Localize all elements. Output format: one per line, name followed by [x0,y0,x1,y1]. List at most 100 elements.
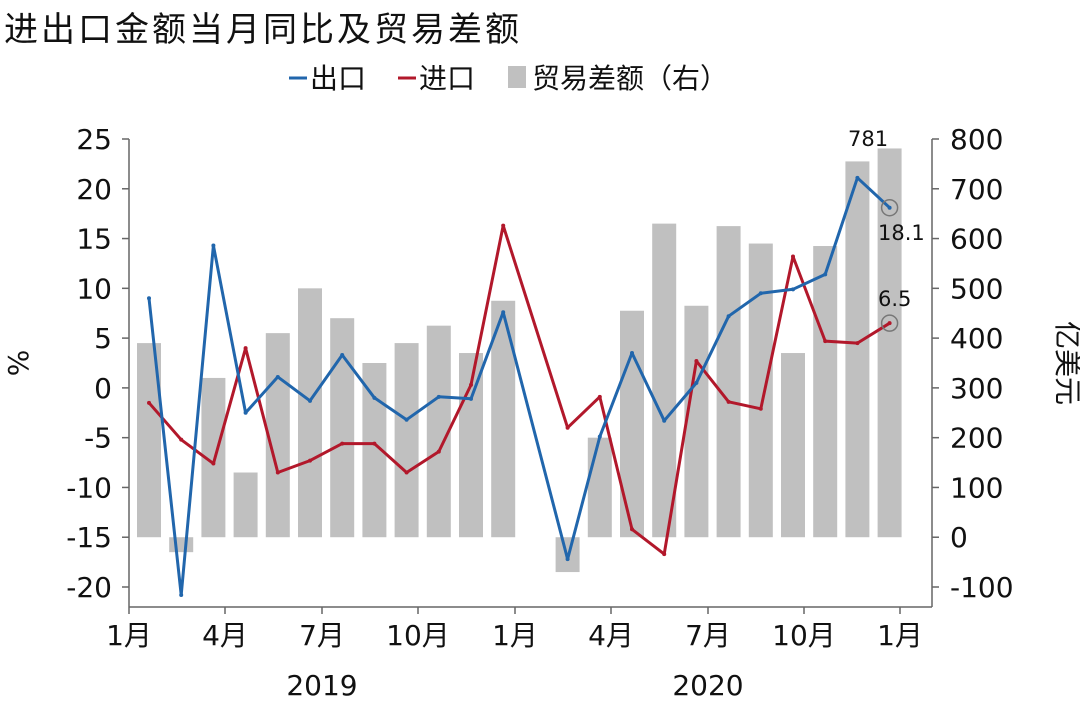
import-line-point [308,458,312,463]
left-tick-label: -15 [66,521,112,554]
balance-last-label: 781 [848,127,888,151]
balance-bar [169,537,194,553]
import-line-point [630,527,634,532]
import-line-point [211,461,216,466]
x-tick-label: 1月 [492,619,538,652]
legend-label-balance: 贸易差额（右） [532,62,728,95]
balance-bar [587,437,612,538]
export-line-point [758,291,763,296]
export-line-point [887,205,892,210]
left-tick-label: 15 [76,223,112,256]
export-line-point [565,557,570,562]
balance-bar [620,310,644,538]
import-line-point [340,441,345,446]
right-tick-label: 400 [950,322,1003,355]
import-line-point [791,254,795,259]
import-line-point [823,339,828,344]
legend-label-import: 进口 [419,62,475,95]
export-line-point [275,374,280,379]
left-tick-label: 10 [76,272,112,305]
import-line-point [726,399,731,404]
chart-title: 进出口金额当月同比及贸易差额 [4,10,522,50]
import-last-label: 6.5 [878,287,911,311]
right-tick-label: 100 [950,471,1003,504]
export-line-point [211,243,216,248]
balance-bar [330,318,355,538]
right-tick-label: 600 [950,223,1003,256]
export-line-point [855,175,860,180]
import-end-marker [880,314,899,332]
x-tick-label: 10月 [772,619,836,652]
export-line-point [597,434,602,439]
export-line-point [469,396,473,401]
x-tick-label: 1月 [877,619,923,652]
y-right-title: 亿美元 [1051,321,1080,405]
year-label: 2019 [286,669,357,701]
import-line-point [275,470,280,475]
import-line-point [694,359,699,364]
balance-bar [877,148,902,538]
export-line-point [179,592,184,597]
import-line-point [147,400,151,405]
left-tick-label: -5 [84,422,112,455]
right-tick-label: 800 [950,123,1003,156]
export-line-point [791,287,795,292]
right-tick-label: 700 [950,173,1003,206]
x-tick-label: 10月 [386,619,450,652]
balance-bar [298,288,322,538]
year-label: 2020 [672,669,743,701]
balance-bar [233,472,258,538]
left-tick-label: 25 [76,123,112,156]
export-last-label: 18.1 [878,221,925,245]
balance-bar [845,161,870,538]
x-tick-label: 7月 [299,619,345,652]
import-line-point [469,382,473,387]
import-line-point [597,394,602,399]
balance-bar [716,226,741,538]
import-line-point [243,346,248,351]
y-left-title: % [2,350,35,377]
export-line-point [308,398,312,403]
import-line-point [565,425,570,430]
balance-bar [684,305,709,538]
export-line-point [243,410,248,415]
import-line-point [887,321,892,326]
balance-bar [748,243,773,538]
right-tick-label: -100 [950,571,1014,604]
export-line-point [404,417,409,422]
export-line-point [340,353,345,358]
export-line-point [823,272,828,277]
export-line-point [372,395,377,400]
import-line [147,224,891,556]
export-line [147,176,891,597]
right-tick-label: 300 [950,372,1003,405]
import-line-point [662,552,667,557]
right-tick-label: 500 [950,272,1003,305]
export-line-point [147,296,151,301]
left-tick-label: -10 [66,471,112,504]
x-tick-label: 7月 [685,619,731,652]
import-line-point [855,341,860,346]
right-tick-label: 0 [950,521,968,554]
balance-bar [426,325,451,538]
x-tick-label: 1月 [106,619,152,652]
export-line-point [662,418,667,423]
legend-swatch-balance [508,66,526,88]
export-line-point [436,394,441,399]
left-tick-label: 0 [94,372,112,405]
import-line-point [404,470,409,475]
x-tick-label: 4月 [588,619,634,652]
export-line-point [726,314,731,319]
right-tick-label: 200 [950,422,1003,455]
balance-bar [652,223,677,538]
balance-bar [394,343,419,538]
export-line-point [630,351,634,356]
import-line-point [758,406,763,411]
export-line-point [694,380,699,385]
left-tick-label: 5 [94,322,112,355]
legend: 出口 进口 贸易差额（右） [289,62,728,95]
left-tick-label: 20 [76,173,112,206]
balance-bar [813,246,838,538]
import-line-point [436,449,441,454]
